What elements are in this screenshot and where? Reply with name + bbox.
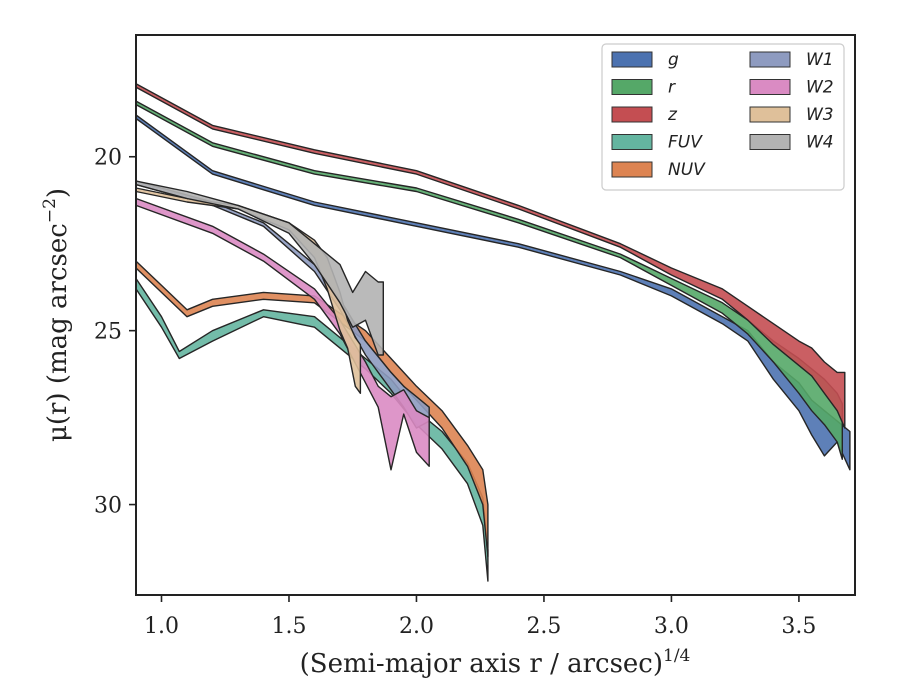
band-nuv: [135, 260, 489, 558]
legend-swatch-z: [611, 106, 653, 123]
band-w2: [135, 197, 430, 471]
band-z: [135, 82, 846, 429]
legend-label-nuv: NUV: [668, 160, 706, 180]
x-tick-label: 2.0: [399, 614, 434, 639]
legend-swatch-nuv: [611, 161, 653, 178]
legend-label-w1: W1: [806, 50, 834, 70]
legend-swatch-w3: [749, 106, 791, 123]
legend-label-w2: W2: [806, 78, 834, 98]
x-tick-label: 1.5: [271, 614, 306, 639]
legend-swatch-w4: [749, 134, 791, 150]
y-tick-label: 30: [94, 494, 122, 519]
legend-swatch-r: [611, 79, 653, 95]
axis-ticks: 1.0 1.5 2.0 2.5 3.0 3.5 20 25 30: [94, 146, 816, 639]
y-axis-label: μ(r) (mag arcsec−2): [40, 188, 73, 442]
legend-swatch-w2: [749, 79, 791, 95]
x-tick-label: 3.0: [654, 614, 689, 639]
x-tick-label: 2.5: [526, 614, 561, 639]
plot-frame: [135, 34, 856, 596]
y-tick-label: 25: [94, 320, 122, 345]
band-r: [135, 100, 843, 460]
profile-bands: [135, 82, 851, 582]
legend-label-r: r: [668, 78, 676, 98]
legend-label-fuv: FUV: [668, 133, 703, 153]
legend-swatch-fuv: [611, 134, 653, 150]
legend: grz FUV NUV W1 W2 W3 W4: [601, 43, 845, 191]
band-g: [135, 114, 851, 471]
x-axis-label: (Semi-major axis r / arcsec)1/4: [300, 646, 691, 679]
y-axis-label-tail: ): [43, 188, 73, 198]
band-fuv: [135, 277, 489, 582]
legend-swatch-w1: [749, 51, 791, 68]
x-tick-label: 1.0: [144, 614, 179, 639]
x-tick-label: 3.5: [781, 614, 816, 639]
legend-label-g: g: [668, 50, 679, 70]
band-w4: [135, 180, 384, 356]
legend-swatch-g: [611, 51, 653, 68]
legend-label-z: z: [667, 105, 678, 125]
x-axis-label-superscript: 1/4: [663, 646, 690, 666]
y-axis-label-superscript: −2: [40, 198, 60, 223]
legend-label-w3: W3: [806, 105, 834, 125]
legend-label-w4: W4: [806, 133, 834, 153]
y-tick-label: 20: [94, 146, 122, 171]
